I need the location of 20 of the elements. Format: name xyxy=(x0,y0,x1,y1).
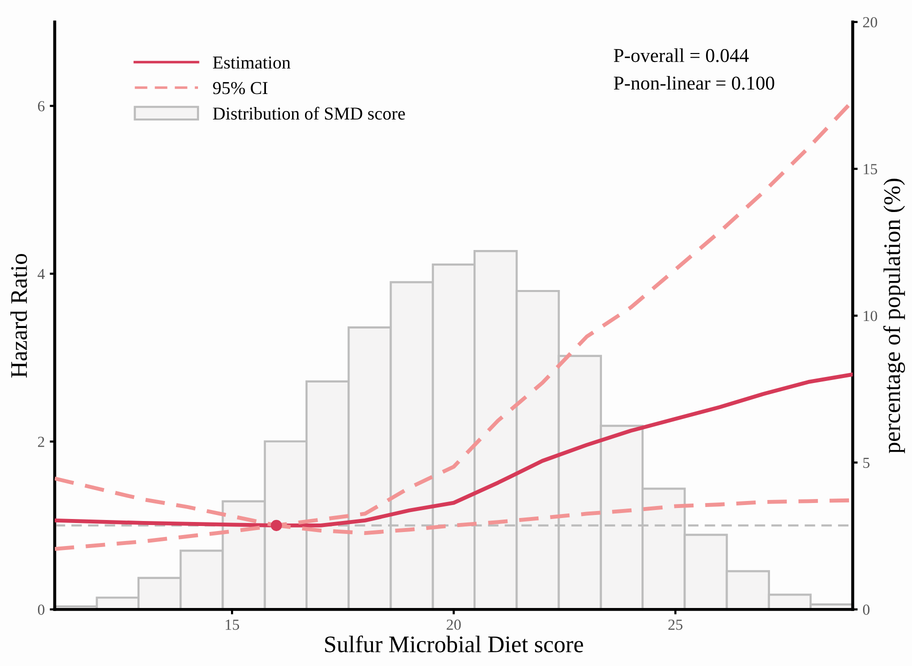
x-axis-title: Sulfur Microbial Diet score xyxy=(325,636,584,652)
y-axis-title: Hazard Ratio xyxy=(10,254,28,378)
y2-axis-title: percentage of population (%) xyxy=(883,178,905,454)
y2-tick-label: 10 xyxy=(864,310,878,322)
y-tick-label: 4 xyxy=(38,268,45,280)
y2-tick-label: 20 xyxy=(863,17,878,28)
x-tick-label: 15 xyxy=(226,620,240,630)
y-tick-label: 0 xyxy=(38,604,44,615)
x-tick-label: 20 xyxy=(446,620,461,630)
legend-label: 95% CI xyxy=(213,82,268,94)
y-tick-label: 2 xyxy=(38,436,44,447)
x-tick-label: 25 xyxy=(668,620,682,630)
y-tick-label: 6 xyxy=(38,101,45,112)
legend-label: Distribution of SMD score xyxy=(212,106,405,120)
legend-label: Estimation xyxy=(212,56,290,69)
annotation: P-non-linear = 0.100 xyxy=(614,76,774,90)
y2-tick-label: 15 xyxy=(864,164,878,174)
y2-tick-label: 5 xyxy=(863,458,870,468)
y2-tick-label: 0 xyxy=(863,604,870,615)
annotation: P-overall = 0.044 xyxy=(614,48,749,62)
